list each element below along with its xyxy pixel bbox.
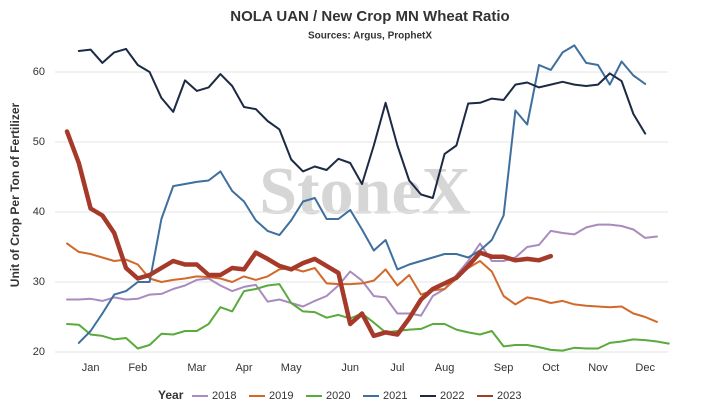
y-tick-label: 40 xyxy=(33,206,45,218)
series-line xyxy=(77,47,647,199)
x-tick-label: Nov xyxy=(588,362,608,374)
x-tick-label: Mar xyxy=(187,362,206,374)
legend-label: 2019 xyxy=(269,390,293,402)
x-tick-label: Feb xyxy=(128,362,147,374)
series-line xyxy=(64,129,554,339)
legend-label: 2020 xyxy=(326,390,350,402)
x-tick-label: Jul xyxy=(390,362,404,374)
series-line xyxy=(66,283,670,352)
x-tick-label: Apr xyxy=(235,362,252,374)
y-axis-label: Unit of Crop Per Ton of Fertilizer xyxy=(8,102,22,287)
series-line xyxy=(77,44,647,344)
watermark: StoneX xyxy=(259,153,471,229)
legend-label: 2022 xyxy=(440,390,464,402)
legend-label: 2023 xyxy=(497,390,521,402)
legend-label: 2018 xyxy=(212,390,236,402)
x-tick-label: Jan xyxy=(82,362,100,374)
y-tick-label: 30 xyxy=(33,276,45,288)
x-tick-label: Jun xyxy=(341,362,359,374)
y-tick-label: 60 xyxy=(33,66,45,78)
series-line xyxy=(66,223,658,317)
x-tick-label: Oct xyxy=(542,362,559,374)
legend-title: Year xyxy=(158,388,184,402)
x-tick-label: Sep xyxy=(494,362,514,374)
y-tick-label: 20 xyxy=(33,346,45,358)
chart-subtitle: Sources: Argus, ProphetX xyxy=(308,31,432,42)
legend-label: 2021 xyxy=(383,390,407,402)
y-tick-label: 50 xyxy=(33,136,45,148)
chart-title: NOLA UAN / New Crop MN Wheat Ratio xyxy=(230,8,509,25)
x-tick-label: Dec xyxy=(635,362,655,374)
x-tick-label: May xyxy=(281,362,302,374)
series-line xyxy=(66,242,658,323)
x-tick-label: Aug xyxy=(435,362,455,374)
